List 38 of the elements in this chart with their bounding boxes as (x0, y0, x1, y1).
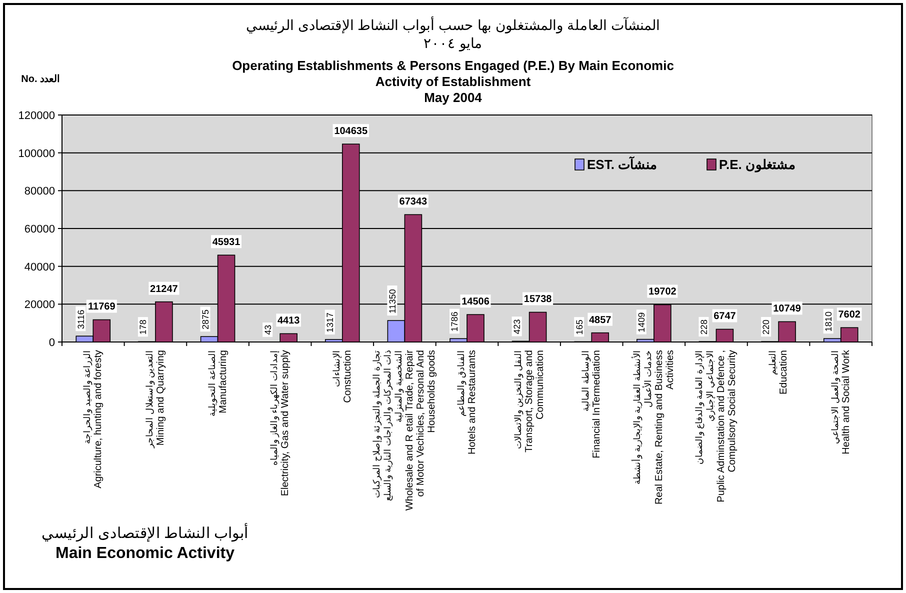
data-label: 11350 (387, 289, 398, 314)
y-tick-label: 40000 (24, 261, 55, 274)
y-tick-label: 120000 (18, 110, 55, 122)
y-tick-label: 0 (48, 337, 55, 349)
data-label: 4413 (277, 316, 300, 327)
chart-title: المنشآت العاملة والمشتغلون بها حسب أبواب النشاط الإقتصادى الرئيسي مايو ٢٠٠٤ (246, 15, 660, 52)
data-label: 2875 (200, 310, 210, 330)
data-label: 15738 (524, 294, 552, 306)
data-label: 67343 (399, 196, 428, 208)
legend-label: EST. منشآت (587, 156, 658, 172)
data-label: 11769 (88, 302, 116, 313)
data-label: 1810 (824, 312, 834, 332)
data-label: 21247 (150, 284, 178, 295)
y-tick-label: 100000 (18, 148, 55, 160)
y-axis-title: No. العدد (21, 74, 60, 85)
data-label: 228 (698, 320, 709, 335)
data-label: 1409 (636, 312, 647, 332)
data-label: 423 (512, 319, 522, 334)
data-label: 104635 (334, 126, 368, 138)
data-label: 4857 (588, 314, 612, 326)
data-label: 220 (761, 320, 772, 335)
data-label: 10749 (773, 304, 802, 315)
y-tick-label: 20000 (24, 299, 55, 312)
data-label: 3116 (76, 310, 86, 330)
data-label: 1786 (450, 312, 460, 332)
data-label: 14506 (462, 296, 490, 308)
data-label: 1317 (325, 312, 336, 333)
data-label: 6747 (714, 311, 736, 322)
chart-subtitle: Operating Establishments & Persons Engaged (P.E.) By Main Economic Activity of Establishment May 2004 (232, 58, 674, 105)
data-label: 19702 (648, 286, 677, 298)
data-label: 7602 (838, 310, 861, 321)
data-label: 165 (574, 320, 584, 335)
y-tick-label: 80000 (24, 186, 55, 198)
y-tick-label: 60000 (24, 224, 55, 236)
data-label: 178 (138, 320, 148, 335)
data-label: 45931 (212, 237, 241, 248)
data-label: 43 (262, 324, 273, 335)
legend-label: P.E. مشتغلون (719, 157, 796, 173)
